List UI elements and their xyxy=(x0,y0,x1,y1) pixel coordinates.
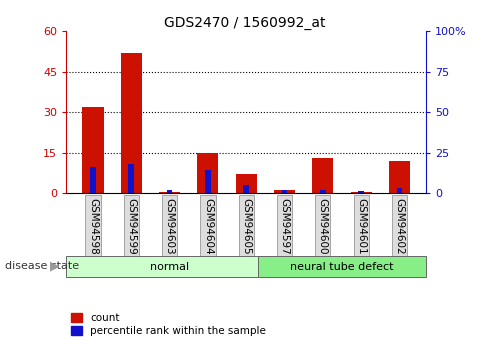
Bar xyxy=(205,170,211,193)
Bar xyxy=(358,191,364,193)
Bar xyxy=(258,256,426,277)
Bar xyxy=(197,152,219,193)
Bar xyxy=(82,107,103,193)
Bar xyxy=(236,174,257,193)
Bar xyxy=(90,167,96,193)
Bar xyxy=(389,161,410,193)
Bar xyxy=(312,158,333,193)
Bar xyxy=(128,164,134,193)
Text: GDS2470 / 1560992_at: GDS2470 / 1560992_at xyxy=(164,16,326,30)
Bar xyxy=(282,190,288,193)
Text: ▶: ▶ xyxy=(50,260,60,273)
Bar xyxy=(274,190,295,193)
Text: neural tube defect: neural tube defect xyxy=(290,262,394,272)
Text: normal: normal xyxy=(150,262,189,272)
Bar xyxy=(66,256,273,277)
Text: disease state: disease state xyxy=(5,262,79,271)
Bar xyxy=(396,188,402,193)
Bar xyxy=(121,53,142,193)
Bar xyxy=(244,185,249,193)
Bar xyxy=(320,190,326,193)
Bar xyxy=(167,190,172,193)
Legend: count, percentile rank within the sample: count, percentile rank within the sample xyxy=(72,313,266,336)
